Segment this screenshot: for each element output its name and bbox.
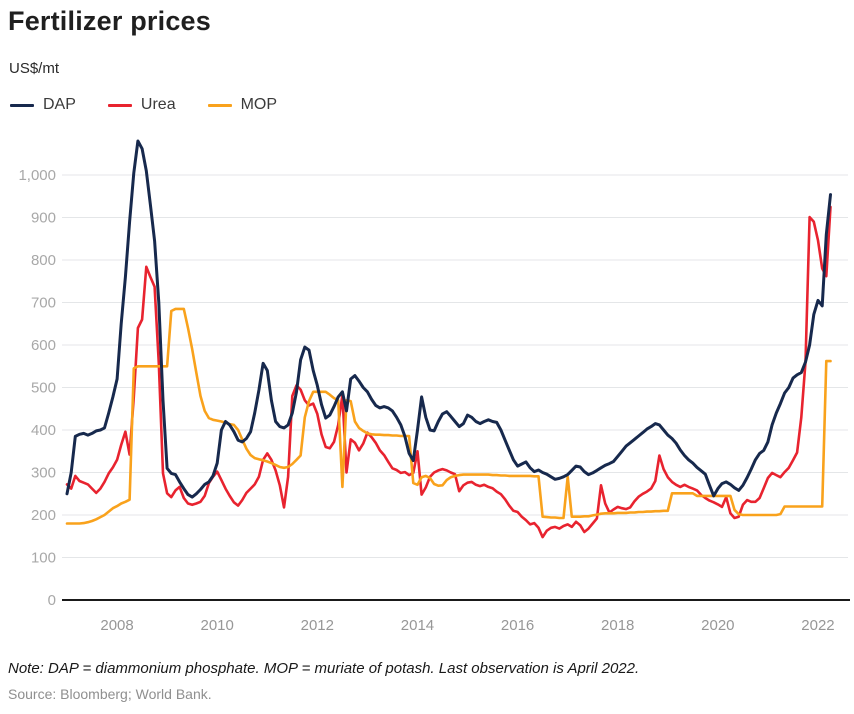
x-axis-label-2010: 2010 — [201, 617, 234, 634]
legend-label-dap: DAP — [43, 96, 76, 113]
series-line-mop — [65, 307, 832, 525]
y-axis-label-100: 100 — [31, 550, 56, 567]
x-axis-label-2016: 2016 — [501, 617, 534, 634]
legend-label-urea: Urea — [140, 96, 176, 113]
y-axis-label-900: 900 — [31, 210, 56, 227]
y-axis-label-1000: 1,000 — [18, 167, 56, 184]
x-axis-label-2022: 2022 — [801, 617, 834, 634]
x-axis-label-2014: 2014 — [401, 617, 434, 634]
legend-swatch-urea — [107, 103, 132, 107]
x-axis-label-2018: 2018 — [601, 617, 634, 634]
x-axis-label-2008: 2008 — [100, 617, 133, 634]
y-axis-label-300: 300 — [31, 465, 56, 482]
y-axis-label-700: 700 — [31, 295, 56, 312]
legend-item-mop: MOP — [207, 96, 278, 114]
y-axis-label-500: 500 — [31, 380, 56, 397]
y-axis-label-400: 400 — [31, 422, 56, 439]
legend-item-urea: Urea — [107, 96, 176, 114]
y-axis-unit-label: US$/mt — [9, 60, 60, 77]
chart-legend: DAP Urea MOP — [10, 96, 277, 114]
page-title: Fertilizer prices — [8, 6, 211, 36]
y-axis-label-0: 0 — [48, 592, 56, 609]
x-axis-label-2012: 2012 — [301, 617, 334, 634]
legend-swatch-mop — [207, 103, 232, 107]
legend-swatch-dap — [10, 103, 34, 107]
y-axis-label-800: 800 — [31, 252, 56, 269]
legend-label-mop: MOP — [240, 96, 278, 113]
legend-item-dap: DAP — [10, 96, 76, 114]
chart-note: Note: DAP = diammonium phosphate. MOP = … — [8, 660, 640, 677]
chart-source: Source: Bloomberg; World Bank. — [8, 686, 212, 702]
y-axis-label-600: 600 — [31, 337, 56, 354]
x-axis-label-2020: 2020 — [701, 617, 734, 634]
y-axis-label-200: 200 — [31, 507, 56, 524]
series-line-dap — [65, 139, 832, 499]
